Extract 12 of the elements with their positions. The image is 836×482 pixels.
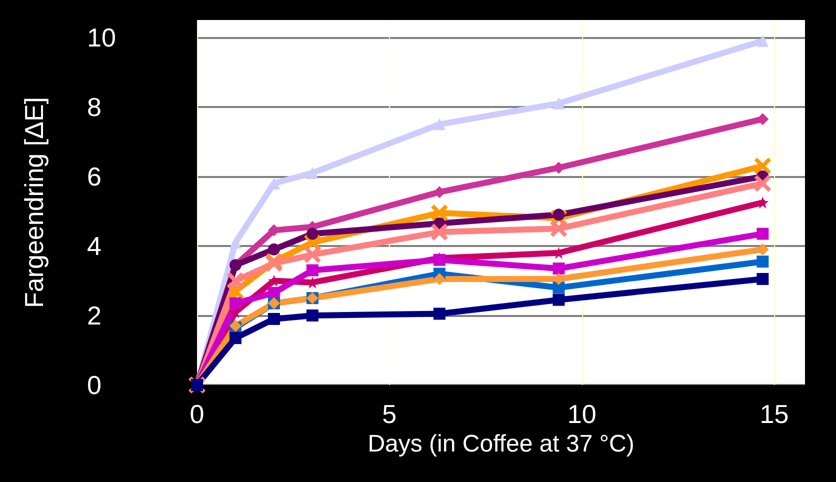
x-tick-label: 5 bbox=[382, 399, 397, 429]
x-tick-label: 0 bbox=[190, 399, 204, 429]
y-tick-label: 6 bbox=[87, 161, 102, 192]
y-tick-label: 4 bbox=[87, 230, 102, 261]
x-axis-title: Days (in Coffee at 37 °C) bbox=[368, 430, 634, 458]
x-tick-label: 10 bbox=[567, 399, 596, 429]
y-tick-label: 10 bbox=[87, 22, 116, 52]
y-tick-label: 2 bbox=[87, 300, 102, 330]
y-tick-label: 0 bbox=[87, 370, 102, 400]
y-axis-title: Fargeendring [ΔE] bbox=[19, 96, 49, 308]
x-tick-label: 15 bbox=[760, 399, 789, 429]
y-tick-label: 8 bbox=[87, 92, 102, 122]
